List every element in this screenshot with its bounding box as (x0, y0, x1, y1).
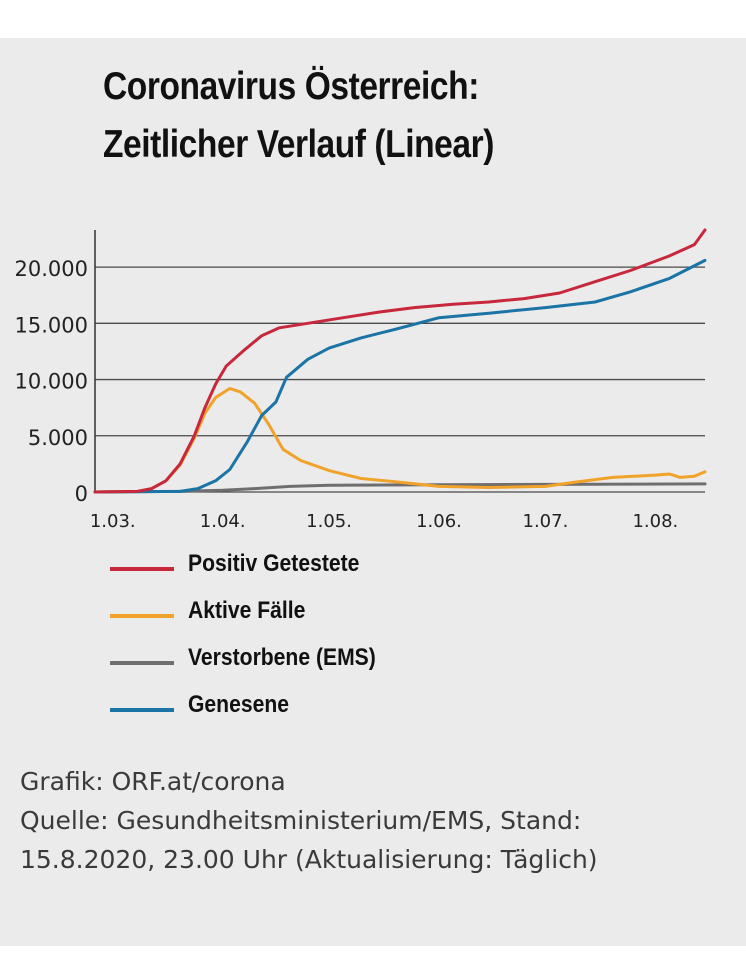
footer-source: Quelle: Gesundheitsministerium/EMS, Stan… (20, 806, 582, 835)
line-chart: 0 5.000 10.000 15.000 20.000 1.03. 1.04. 1.05. 1… (15, 228, 707, 532)
chart-subtitle: Zeitlicher Verlauf (Linear) (103, 123, 494, 166)
x-tick-label: 1.05. (306, 511, 352, 532)
x-tick-label: 1.04. (200, 511, 246, 532)
y-tick-label: 0 (75, 482, 88, 506)
chart-footer: Grafik: ORF.at/corona Quelle: Gesundheit… (20, 762, 730, 879)
legend-label: Genesene (188, 691, 289, 718)
series-line-genesene (93, 258, 707, 494)
legend-swatch (110, 614, 174, 618)
legend-swatch (110, 567, 174, 571)
y-tick-label: 15.000 (15, 313, 88, 337)
series-line-positiv-getestete (93, 228, 707, 494)
legend-swatch (110, 661, 174, 665)
series-line-verstorbene-ems (93, 482, 707, 494)
y-tick-label: 10.000 (15, 370, 88, 394)
x-tick-label: 1.07. (523, 511, 569, 532)
footer-date: 15.8.2020, 23.00 Uhr (Aktualisierung: Tä… (20, 845, 598, 874)
footer-credit: Grafik: ORF.at/corona (20, 767, 286, 796)
x-tick-label: 1.06. (416, 511, 462, 532)
chart-title-block: Coronavirus Österreich: Zeitlicher Verla… (103, 58, 636, 174)
series-line-aktive-f-lle (93, 387, 707, 494)
legend-label: Positiv Getestete (188, 550, 360, 577)
legend-label: Verstorbene (EMS) (188, 644, 376, 671)
y-tick-label: 5.000 (28, 426, 88, 450)
chart-title: Coronavirus Österreich: (103, 65, 479, 108)
x-tick-label: 1.08. (632, 511, 678, 532)
x-tick-label: 1.03. (90, 511, 136, 532)
legend-label: Aktive Fälle (188, 597, 306, 624)
legend-swatch (110, 708, 174, 712)
y-tick-label: 20.000 (15, 257, 88, 281)
